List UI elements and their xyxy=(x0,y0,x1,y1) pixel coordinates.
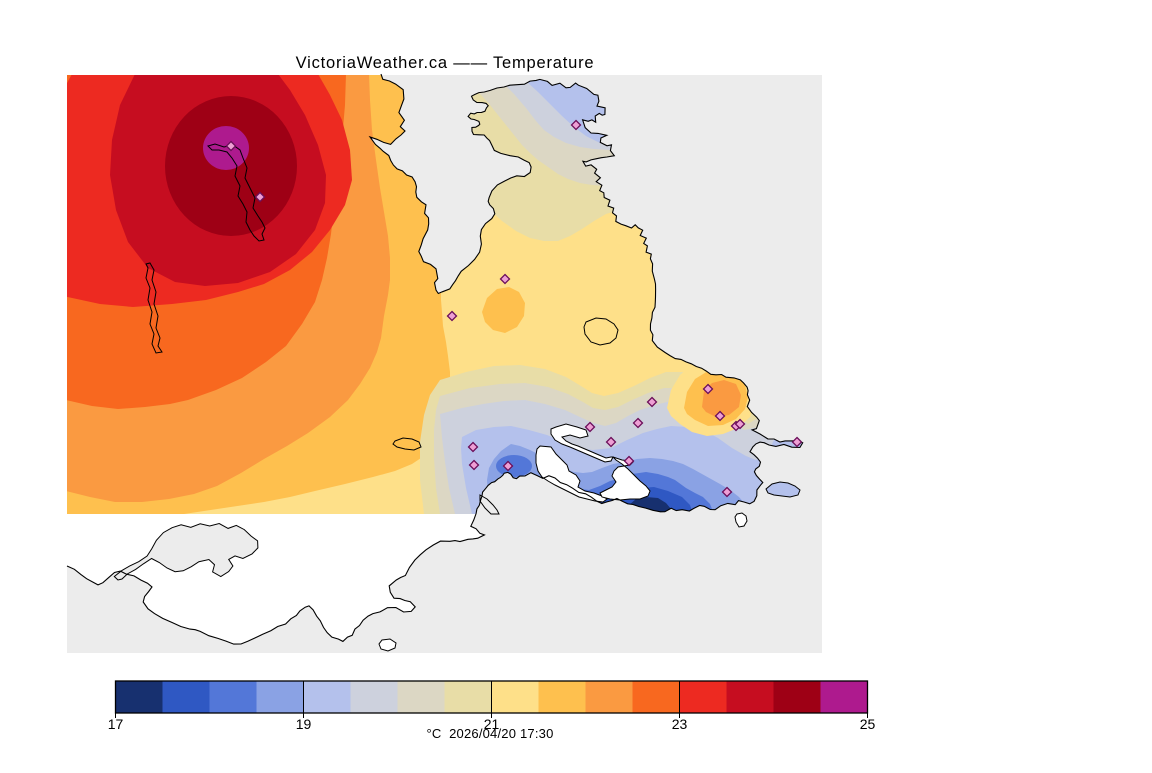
svg-text:VictoriaWeather.ca —— Temperat: VictoriaWeather.ca —— Temperature xyxy=(296,54,595,72)
svg-text:17: 17 xyxy=(108,716,124,732)
svg-text:23: 23 xyxy=(672,716,688,732)
svg-text:°C 2026/04/20 17:30: °C 2026/04/20 17:30 xyxy=(426,726,553,741)
svg-text:21: 21 xyxy=(484,716,500,732)
svg-text:25: 25 xyxy=(860,716,876,732)
svg-text:19: 19 xyxy=(296,716,312,732)
